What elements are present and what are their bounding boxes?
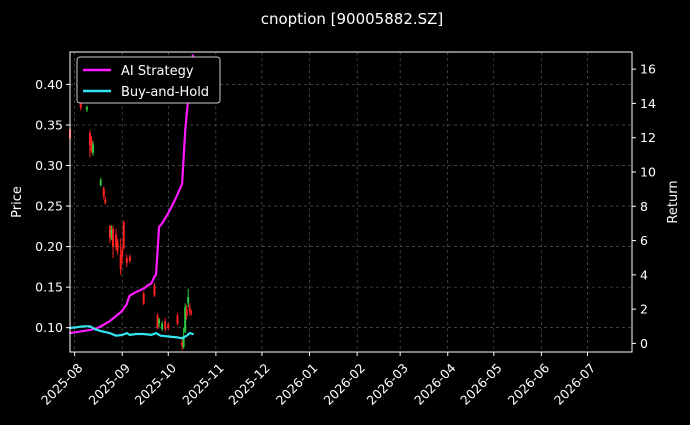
- y-tick-label: 0.40: [35, 77, 63, 92]
- y2-tick-label: 14: [640, 96, 656, 111]
- candle-body: [90, 139, 93, 151]
- series-lines: [68, 54, 194, 340]
- y-tick-label: 0.10: [35, 320, 63, 335]
- candle-body: [99, 180, 102, 185]
- y-tick-label: 0.25: [35, 199, 63, 214]
- candle-body: [122, 222, 125, 249]
- candle-body: [111, 228, 114, 247]
- candle-body: [102, 188, 105, 197]
- candle-body: [187, 296, 190, 304]
- candle-body: [104, 199, 107, 203]
- plot-area-frame: [69, 51, 633, 353]
- candle-body: [108, 225, 111, 239]
- candle-body: [158, 319, 161, 324]
- legend: AI Strategy Buy-and-Hold: [76, 56, 221, 104]
- y2-tick-label: 10: [640, 165, 656, 180]
- candle-body: [164, 321, 167, 330]
- y2-axis-title: Return: [666, 180, 681, 223]
- candle-body: [142, 293, 145, 304]
- candle-body: [156, 315, 159, 328]
- legend-label-buy-and-hold: Buy-and-Hold: [121, 85, 209, 100]
- candle-body: [110, 230, 113, 236]
- y2-tick-label: 6: [640, 233, 648, 248]
- candle-body: [92, 144, 95, 153]
- candle-body: [116, 242, 119, 251]
- candle-body: [161, 323, 164, 330]
- y2-tick-label: 4: [640, 267, 648, 282]
- y-axis-left: 0.10 0.15 0.20 0.25 0.30 0.35 0.40: [35, 77, 70, 335]
- candle-body: [188, 307, 191, 312]
- candle-body: [125, 257, 128, 263]
- candle-body: [185, 309, 188, 316]
- candle-body: [119, 254, 122, 270]
- y-axis-right: 0 2 4 6 8 10 12 14 16: [632, 62, 656, 351]
- candle-body: [176, 315, 179, 324]
- y-tick-label: 0.35: [35, 117, 63, 132]
- series-line-ai-strategy: [68, 54, 194, 335]
- candle-body: [181, 342, 184, 346]
- candle-body: [182, 335, 185, 348]
- candle-body: [167, 324, 170, 328]
- candle-body: [128, 256, 131, 262]
- y-tick-label: 0.15: [35, 280, 63, 295]
- candle-body: [115, 234, 118, 247]
- y-tick-label: 0.30: [35, 158, 63, 173]
- chart-title: cnoption [90005882.SZ]: [261, 10, 444, 28]
- y-axis-title: Price: [10, 186, 25, 218]
- y2-tick-label: 16: [640, 62, 656, 77]
- candle-body: [85, 107, 88, 110]
- candle-body: [121, 249, 124, 257]
- candle-body: [184, 307, 187, 332]
- y-tick-label: 0.20: [35, 239, 63, 254]
- y2-tick-label: 0: [640, 336, 648, 351]
- candle-body: [153, 285, 156, 296]
- candle-body: [79, 102, 82, 108]
- series-line-buy-and-hold: [68, 325, 194, 340]
- y2-tick-label: 12: [640, 130, 656, 145]
- y2-tick-label: 8: [640, 199, 648, 214]
- candle-body: [190, 311, 193, 314]
- candle-body: [88, 133, 91, 146]
- legend-frame: [76, 56, 221, 104]
- legend-label-ai-strategy: AI Strategy: [121, 64, 194, 79]
- y2-tick-label: 2: [640, 302, 648, 317]
